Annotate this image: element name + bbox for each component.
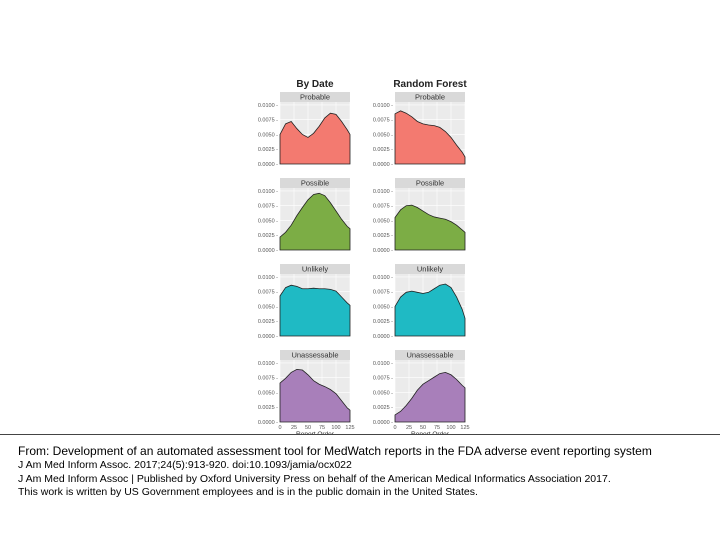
y-tick-label-unassessable-by-date-2: 0.0050 - [258,390,278,396]
y-tick-label-unlikely-random-forest-3: 0.0075 - [373,290,393,296]
x-tick-label-unassessable-random-forest-4: 100 [446,425,455,431]
strip-label-unlikely-by-date: Unlikely [302,265,329,274]
y-tick-label-unassessable-random-forest-4: 0.0100 - [373,361,393,367]
x-tick-label-unassessable-by-date-0: 0 [278,425,281,431]
strip-label-probable-random-forest: Probable [415,93,445,102]
y-tick-label-possible-by-date-0: 0.0000 - [258,248,278,254]
x-tick-label-unassessable-random-forest-5: 125 [460,425,469,431]
strip-possible-by-date [280,178,350,188]
density-area-probable-random-forest [394,110,466,165]
y-tick-label-probable-random-forest-3: 0.0075 - [373,118,393,124]
density-area-unassessable-by-date [279,369,351,423]
x-tick-label-unassessable-random-forest-0: 0 [393,425,396,431]
x-tick-label-unassessable-by-date-3: 75 [319,425,325,431]
y-tick-label-possible-random-forest-4: 0.0100 - [373,189,393,195]
strip-label-possible-random-forest: Possible [416,179,444,188]
y-tick-label-unassessable-by-date-4: 0.0100 - [258,361,278,367]
x-tick-label-unassessable-by-date-4: 100 [331,425,340,431]
strip-unassessable-by-date [280,350,350,360]
y-tick-label-probable-random-forest-2: 0.0050 - [373,132,393,138]
y-tick-label-possible-by-date-2: 0.0050 - [258,218,278,224]
y-tick-label-possible-by-date-4: 0.0100 - [258,189,278,195]
y-tick-label-possible-random-forest-0: 0.0000 - [373,248,393,254]
y-tick-label-unlikely-by-date-1: 0.0025 - [258,319,278,325]
strip-label-unlikely-random-forest: Unlikely [417,265,444,274]
y-tick-label-possible-random-forest-2: 0.0050 - [373,218,393,224]
y-tick-label-unlikely-by-date-2: 0.0050 - [258,304,278,310]
density-area-probable-by-date [279,112,351,165]
strip-probable-by-date [280,92,350,102]
y-tick-label-unassessable-random-forest-1: 0.0025 - [373,405,393,411]
x-tick-label-unassessable-random-forest-3: 75 [434,425,440,431]
strip-unlikely-random-forest [395,264,465,274]
strip-label-probable-by-date: Probable [300,93,330,102]
density-area-unlikely-random-forest [394,283,466,337]
y-tick-label-unassessable-random-forest-2: 0.0050 - [373,390,393,396]
x-tick-label-unassessable-random-forest-1: 25 [406,425,412,431]
y-tick-label-probable-by-date-3: 0.0075 - [258,118,278,124]
chart-svg: By Date Random Forest Probable 0.0000 - 0.00… [258,79,470,438]
strip-label-unassessable-random-forest: Unassessable [406,351,453,360]
column-title-1: Random Forest [393,79,467,90]
caption-publisher: J Am Med Inform Assoc | Published by Oxf… [18,472,611,485]
y-tick-label-unlikely-by-date-0: 0.0000 - [258,334,278,340]
y-tick-label-unlikely-random-forest-1: 0.0025 - [373,319,393,325]
strip-unlikely-by-date [280,264,350,274]
strip-unassessable-random-forest [395,350,465,360]
y-tick-label-unlikely-random-forest-0: 0.0000 - [373,334,393,340]
y-tick-label-possible-random-forest-3: 0.0075 - [373,204,393,210]
faceted-density-figure: By Date Random Forest Probable 0.0000 - 0.00… [240,74,480,438]
y-tick-label-unassessable-by-date-0: 0.0000 - [258,420,278,426]
y-tick-label-probable-random-forest-1: 0.0025 - [373,147,393,153]
y-tick-label-probable-by-date-0: 0.0000 - [258,162,278,168]
strip-label-unassessable-by-date: Unassessable [291,351,338,360]
x-tick-label-unassessable-by-date-5: 125 [345,425,354,431]
y-tick-label-unlikely-random-forest-4: 0.0100 - [373,275,393,281]
y-tick-label-probable-random-forest-4: 0.0100 - [373,103,393,109]
y-tick-label-probable-by-date-4: 0.0100 - [258,103,278,109]
density-area-possible-random-forest [394,204,466,251]
y-tick-label-unlikely-by-date-4: 0.0100 - [258,275,278,281]
y-tick-label-unassessable-by-date-1: 0.0025 - [258,405,278,411]
density-area-unlikely-by-date [279,284,351,337]
y-tick-label-possible-by-date-1: 0.0025 - [258,233,278,239]
density-area-possible-by-date [279,192,351,251]
column-title-0: By Date [296,79,334,90]
density-area-unassessable-random-forest [394,371,466,423]
caption-citation: J Am Med Inform Assoc. 2017;24(5):913-92… [18,459,352,471]
y-tick-label-probable-by-date-2: 0.0050 - [258,132,278,138]
caption-from: From: Development of an automated assess… [18,444,652,458]
strip-possible-random-forest [395,178,465,188]
y-tick-label-unassessable-by-date-3: 0.0075 - [258,376,278,382]
y-tick-label-unassessable-random-forest-0: 0.0000 - [373,420,393,426]
strip-label-possible-by-date: Possible [301,179,329,188]
y-tick-label-probable-random-forest-0: 0.0000 - [373,162,393,168]
y-tick-label-unassessable-random-forest-3: 0.0075 - [373,376,393,382]
figure-caption: From: Development of an automated assess… [0,434,720,500]
x-tick-label-unassessable-by-date-2: 50 [305,425,311,431]
y-tick-label-possible-by-date-3: 0.0075 - [258,204,278,210]
y-tick-label-unlikely-random-forest-2: 0.0050 - [373,304,393,310]
y-tick-label-probable-by-date-1: 0.0025 - [258,147,278,153]
x-tick-label-unassessable-by-date-1: 25 [291,425,297,431]
x-tick-label-unassessable-random-forest-2: 50 [420,425,426,431]
y-tick-label-unlikely-by-date-3: 0.0075 - [258,290,278,296]
caption-license: This work is written by US Government em… [18,486,478,498]
strip-probable-random-forest [395,92,465,102]
y-tick-label-possible-random-forest-1: 0.0025 - [373,233,393,239]
